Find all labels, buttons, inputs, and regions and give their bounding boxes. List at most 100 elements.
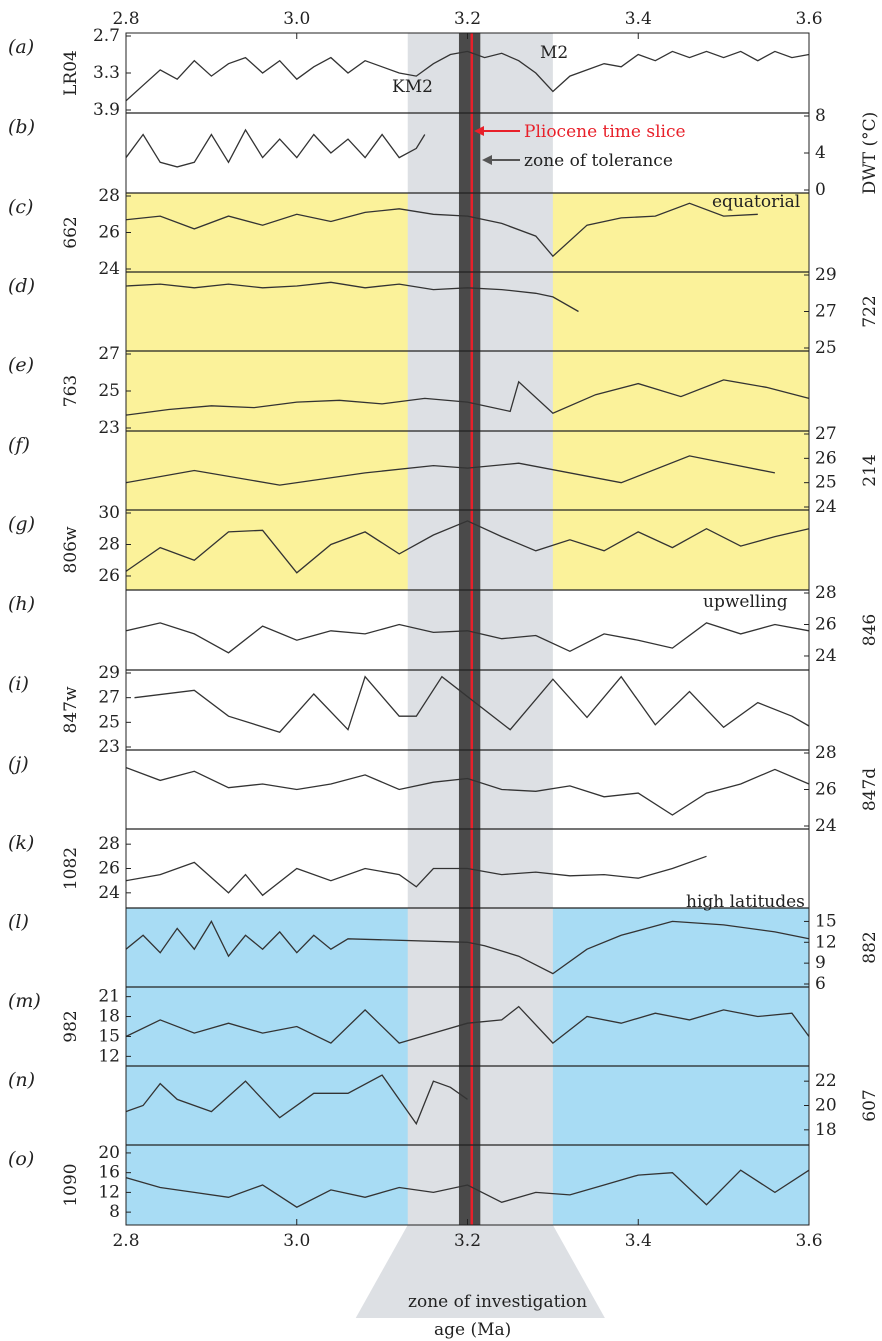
y-tick-label-o: 12 (98, 1182, 120, 1202)
y-tick-label-m: 18 (98, 1007, 120, 1027)
y-tick-label-b: 0 (815, 180, 826, 200)
series-lines (125, 50, 810, 1208)
y-tick-label-o: 20 (98, 1143, 120, 1163)
series-line-a (125, 50, 810, 102)
panel-letter-m: (m) (8, 990, 41, 1012)
y-tick-label-i: 25 (98, 712, 120, 732)
series-line-d (125, 281, 579, 313)
y-tick-label-l: 9 (815, 953, 826, 973)
y-tick-label-g: 30 (98, 503, 120, 523)
series-line-o (125, 1169, 810, 1208)
top-axis-tick-label: 3.6 (795, 9, 822, 29)
top-axis-tick-label: 3.2 (454, 9, 481, 29)
y-tick-label-b: 8 (815, 106, 826, 126)
panel-id-d: 722 (860, 295, 880, 327)
annotation-high-latitudes: high latitudes (686, 892, 805, 912)
panel-id-g: 806w (61, 526, 81, 573)
zone-of-tolerance (458, 33, 481, 1225)
annotation-upwelling: upwelling (703, 592, 788, 612)
y-tick-label-k: 28 (98, 834, 120, 854)
y-tick-label-c: 24 (98, 259, 120, 279)
annotations: KM2 M2 Pliocene time slice zone of toler… (392, 43, 805, 1312)
panel-id-o: 1090 (61, 1163, 81, 1206)
series-line-h (125, 622, 810, 654)
panel-id-i: 847w (61, 686, 81, 733)
panel-letter-o: (o) (8, 1148, 34, 1170)
y-tick-label-o: 8 (109, 1202, 120, 1222)
panel-letter-n: (n) (8, 1069, 35, 1091)
y-tick-label-i: 23 (98, 737, 120, 757)
panel-letter-j: (j) (8, 753, 29, 775)
series-line-m (125, 1005, 810, 1044)
top-axis-tick-label: 3.0 (283, 9, 310, 29)
bottom-axis-tick-label: 2.8 (112, 1231, 139, 1251)
panel-letter-h: (h) (8, 593, 35, 615)
y-tick-label-g: 26 (98, 566, 120, 586)
annotation-pliocene-time-slice: Pliocene time slice (524, 122, 686, 142)
y-tick-label-j: 28 (815, 743, 837, 763)
panel-id-m: 982 (61, 1010, 81, 1042)
series-line-b (125, 128, 426, 168)
series-line-e (125, 379, 810, 416)
y-tick-label-a: 3.9 (93, 100, 120, 120)
y-tick-label-h: 26 (815, 614, 837, 634)
y-tick-label-n: 22 (815, 1071, 837, 1091)
panel-id-h: 846 (860, 614, 880, 646)
y-tick-label-i: 27 (98, 688, 120, 708)
pliocene-arrowhead (474, 126, 484, 136)
panel-id-e: 763 (61, 375, 81, 407)
series-line-j (125, 766, 810, 816)
panel-id-b: DWT (°C) (860, 112, 880, 195)
series-line-g (125, 520, 810, 574)
zone-of-investigation-wedge (355, 1225, 605, 1318)
y-tick-label-o: 16 (98, 1163, 120, 1183)
top-axis-tick-label: 3.4 (625, 9, 652, 29)
panel-letter-b: (b) (8, 116, 35, 138)
series-line-k (125, 855, 707, 897)
series-line-c (125, 202, 758, 258)
panel-id-k: 1082 (61, 847, 81, 890)
panel-id-c: 662 (61, 216, 81, 248)
y-tick-label-h: 24 (815, 646, 837, 666)
panel-letter-g: (g) (8, 513, 35, 535)
x-axis-title: age (Ma) (434, 1320, 511, 1340)
y-tick-label-f: 26 (815, 448, 837, 468)
y-tick-label-l: 6 (815, 974, 826, 994)
annotation-zone-of-investigation: zone of investigation (408, 1292, 587, 1312)
panel-letter-f: (f) (8, 434, 30, 456)
top-axis-tick-label: 2.8 (112, 9, 139, 29)
y-tick-label-i: 29 (98, 663, 120, 683)
y-tick-label-f: 27 (815, 424, 837, 444)
series-line-n (125, 1074, 468, 1126)
y-tick-label-b: 4 (815, 143, 826, 163)
y-tick-label-m: 12 (98, 1046, 120, 1066)
bottom-axis-tick-label: 3.2 (454, 1231, 481, 1251)
bottom-axis-tick-label: 3.0 (283, 1231, 310, 1251)
y-tick-label-l: 15 (815, 911, 837, 931)
y-tick-label-n: 18 (815, 1120, 837, 1140)
panel-letter-i: (i) (8, 673, 29, 695)
y-tick-label-m: 15 (98, 1026, 120, 1046)
y-tick-label-j: 26 (815, 780, 837, 800)
y-tick-label-f: 25 (815, 473, 837, 493)
tolerance-arrowhead (482, 155, 492, 165)
panel-letter-c: (c) (8, 196, 33, 218)
panel-id-j: 847d (860, 768, 880, 811)
panel-letter-l: (l) (8, 911, 29, 933)
y-tick-label-c: 28 (98, 186, 120, 206)
y-tick-label-a: 2.7 (93, 26, 120, 46)
y-tick-label-n: 20 (815, 1096, 837, 1116)
panel-labels: (a) LR04 2.7 3.3 3.9 (b) DWT (°C) 0 4 8 (c) 662 24 26… (8, 26, 880, 1222)
y-tick-label-k: 26 (98, 859, 120, 879)
panel-id-f: 214 (860, 454, 880, 486)
bottom-axis-tick-label: 3.4 (625, 1231, 652, 1251)
y-tick-label-d: 27 (815, 302, 837, 322)
y-tick-label-k: 24 (98, 883, 120, 903)
y-tick-label-l: 12 (815, 932, 837, 952)
annotation-km2: KM2 (392, 77, 433, 97)
time-zones (355, 33, 605, 1318)
panel-letter-k: (k) (8, 832, 34, 854)
annotation-equatorial: equatorial (712, 192, 800, 212)
annotation-m2: M2 (540, 43, 568, 63)
y-tick-label-e: 27 (98, 344, 120, 364)
